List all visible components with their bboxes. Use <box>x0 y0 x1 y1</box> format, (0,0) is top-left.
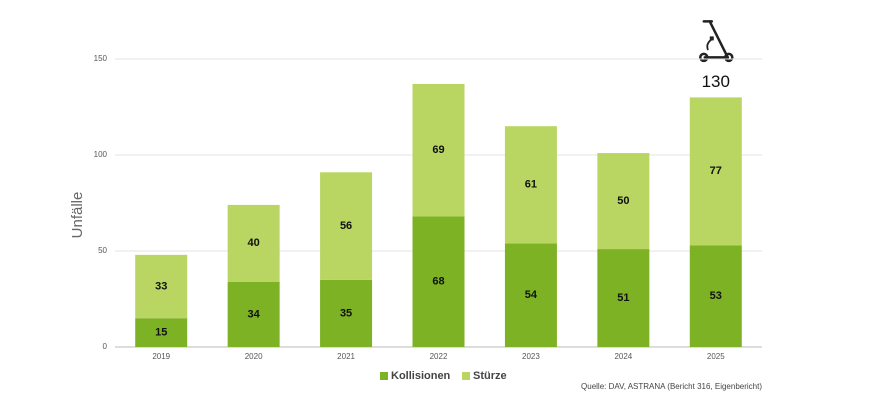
value-label: 51 <box>617 292 629 304</box>
value-label: 40 <box>248 237 260 249</box>
x-tick-label: 2020 <box>245 352 263 361</box>
legend-swatch <box>380 372 388 380</box>
bar-segment <box>227 281 280 347</box>
y-axis-label: Unfälle <box>69 192 86 239</box>
bar-segment <box>320 172 373 280</box>
value-label: 77 <box>710 165 722 177</box>
value-label: 56 <box>340 220 352 232</box>
bar-segment <box>320 279 373 347</box>
x-tick-label: 2019 <box>152 352 170 361</box>
source: Quelle: DAV, ASTRANA (Bericht 316, Eigen… <box>581 382 762 391</box>
value-label: 50 <box>617 195 629 207</box>
x-tick-label: 2022 <box>430 352 448 361</box>
value-label: 53 <box>710 290 722 302</box>
bar-segment <box>689 245 742 347</box>
value-label: 15 <box>155 327 167 339</box>
value-label: 68 <box>432 276 444 288</box>
bar-segment <box>412 83 465 217</box>
bar-segment <box>135 318 188 347</box>
value-label: 33 <box>155 280 167 292</box>
value-label: 34 <box>248 308 261 320</box>
value-label: 35 <box>340 307 352 319</box>
x-tick-label: 2023 <box>522 352 540 361</box>
bar-segment <box>412 216 465 347</box>
bar-segment <box>504 243 557 347</box>
bar-segment <box>227 204 280 282</box>
value-label: 69 <box>432 144 444 156</box>
bar-segment <box>597 249 650 347</box>
x-tick-label: 2025 <box>707 352 725 361</box>
y-tick-label: 100 <box>94 150 108 159</box>
bar-segment <box>689 97 742 246</box>
annotation: 130 <box>702 72 730 91</box>
legend-swatch <box>462 372 470 380</box>
legend-label: Stürze <box>473 370 507 382</box>
y-tick-label: 150 <box>94 54 108 63</box>
bar-segment <box>135 254 188 319</box>
scooter-icon <box>699 20 734 63</box>
bar-segment <box>504 126 557 244</box>
y-tick-label: 0 <box>103 342 108 351</box>
bar-segment <box>597 153 650 250</box>
y-tick-label: 50 <box>98 246 107 255</box>
value-label: 61 <box>525 179 537 191</box>
legend-label: Kollisionen <box>391 370 451 382</box>
x-tick-label: 2021 <box>337 352 355 361</box>
value-label: 54 <box>525 289 538 301</box>
x-tick-label: 2024 <box>614 352 632 361</box>
